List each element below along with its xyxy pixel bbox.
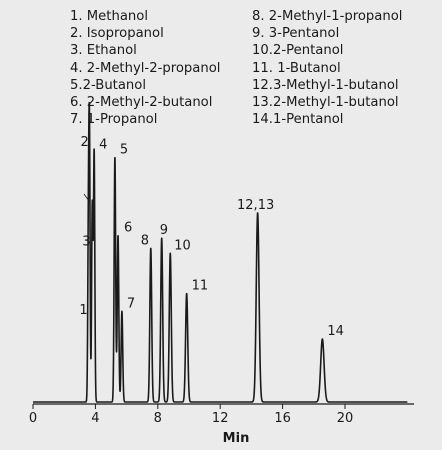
- peak-label-14: 14: [327, 324, 344, 339]
- legend-item-number: 12.: [252, 77, 273, 93]
- chromatogram-trace: [32, 101, 409, 403]
- legend-item-number: 8.: [252, 9, 265, 24]
- legend-item: 3. Ethanol: [70, 42, 220, 59]
- legend-item-number: 3.: [70, 43, 83, 59]
- legend-item-number: 14.: [252, 112, 273, 128]
- legend-item: 1. Methanol: [70, 8, 220, 25]
- x-axis-ticks: 0 4 8 12 16 20: [29, 404, 353, 426]
- legend-item-name: Isopropanol: [86, 26, 164, 42]
- legend-item-name: 2-Methyl-1-propanol: [268, 9, 403, 24]
- peak-label-5: 5: [120, 143, 128, 158]
- x-tick-label: 16: [274, 411, 291, 426]
- peak-3-leader-line: [83, 193, 90, 202]
- peak-label-10: 10: [174, 238, 191, 253]
- legend-item: 10.2-Pentanol: [252, 42, 402, 59]
- legend-item: 11. 1-Butanol: [252, 60, 402, 77]
- peak-label-4: 4: [99, 138, 107, 153]
- legend-item-name: 3-Methyl-1-butanol: [272, 77, 399, 93]
- legend-item-name: 1-Butanol: [277, 60, 341, 76]
- peak-label-8: 8: [141, 233, 149, 248]
- legend-item: 9. 3-Pentanol: [252, 25, 402, 42]
- legend-item: 12.3-Methyl-1-butanol: [252, 77, 402, 94]
- legend-item-name: 2-Butanol: [82, 77, 147, 93]
- legend-item-name: 1-Propanol: [86, 112, 158, 128]
- legend-column-right: 8. 2-Methyl-1-propanol 9. 3-Pentanol 10.…: [252, 8, 402, 128]
- x-tick-label: 0: [29, 411, 37, 426]
- legend-item: 8. 2-Methyl-1-propanol: [252, 8, 402, 25]
- legend-item-number: 4.: [70, 60, 83, 76]
- legend-item-number: 9.: [252, 26, 265, 42]
- peak-label-7: 7: [127, 296, 135, 311]
- peak-label-9: 9: [160, 223, 168, 238]
- legend-item: 13.2-Methyl-1-butanol: [252, 94, 402, 111]
- legend-item-number: 10.: [252, 43, 273, 59]
- legend-item: 7. 1-Propanol: [70, 111, 220, 128]
- legend-item: 6. 2-Methyl-2-butanol: [70, 94, 220, 111]
- legend-item-number: 1.: [70, 9, 83, 24]
- legend-item: 2. Isopropanol: [70, 25, 220, 42]
- legend-column-left: 1. Methanol 2. Isopropanol 3. Ethanol 4.…: [70, 8, 220, 128]
- legend-item-number: 7.: [70, 112, 83, 128]
- peak-label-3: 3: [82, 234, 90, 249]
- peak-label-6: 6: [124, 221, 132, 236]
- legend-item-name: Ethanol: [86, 43, 137, 59]
- legend-item: 5.2-Butanol: [70, 77, 220, 94]
- x-tick-label: 12: [212, 411, 229, 426]
- legend-item-number: 2.: [70, 26, 83, 42]
- legend-item-name: Methanol: [86, 9, 148, 24]
- peak-label-11: 11: [192, 279, 209, 294]
- x-axis-title: Min: [223, 431, 250, 446]
- peak-label-2: 2: [80, 135, 88, 150]
- x-tick-label: 4: [91, 411, 99, 426]
- legend-item-name: 1-Pentanol: [272, 112, 344, 128]
- legend-item-number: 6.: [70, 95, 83, 111]
- legend-item-name: 2-Methyl-1-butanol: [272, 95, 399, 111]
- legend-item-name: 2-Pentanol: [272, 43, 344, 59]
- legend-item-number: 11.: [252, 60, 273, 76]
- legend-item-name: 2-Methyl-2-propanol: [86, 60, 221, 76]
- legend-item-number: 5.: [70, 77, 83, 93]
- legend-item: 4. 2-Methyl-2-propanol: [70, 60, 220, 77]
- legend-item-number: 13.: [252, 95, 273, 111]
- legend-item-name: 3-Pentanol: [268, 26, 340, 42]
- x-tick-label: 8: [154, 411, 162, 426]
- peak-label-1: 1: [79, 303, 87, 318]
- x-tick-label: 20: [337, 411, 354, 426]
- compound-legend: 1. Methanol 2. Isopropanol 3. Ethanol 4.…: [0, 8, 442, 128]
- legend-item: 14.1-Pentanol: [252, 111, 402, 128]
- legend-item-name: 2-Methyl-2-butanol: [86, 95, 213, 111]
- peak-label-12-13: 12,13: [237, 198, 274, 213]
